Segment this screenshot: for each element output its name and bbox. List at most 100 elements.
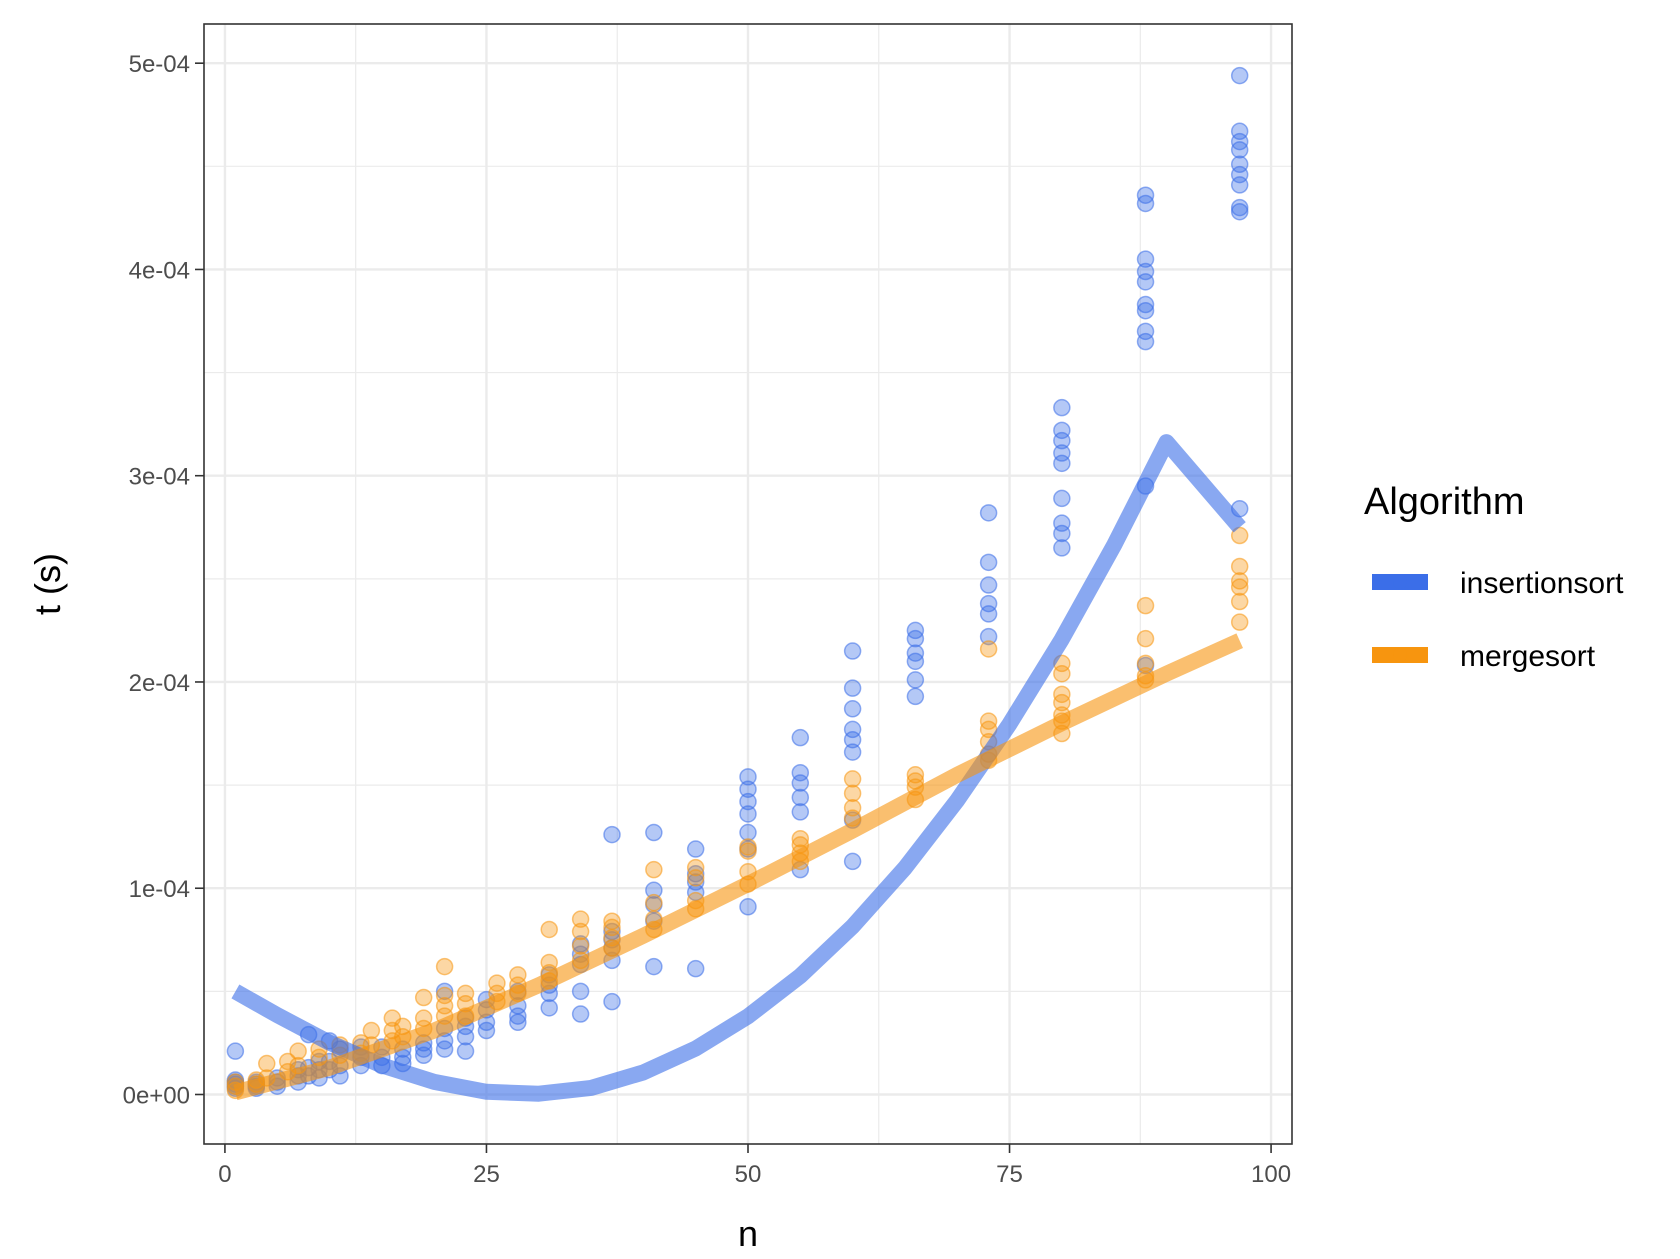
data-point-insertionsort: [1230, 176, 1249, 194]
data-point-insertionsort: [1230, 66, 1249, 85]
data-point-mergesort: [571, 922, 590, 941]
data-point-insertionsort: [739, 823, 757, 842]
data-point-insertionsort: [1053, 489, 1071, 508]
data-point-mergesort: [1136, 629, 1155, 648]
legend-item-mergesort: mergesort: [1372, 640, 1596, 673]
data-point-mergesort: [435, 957, 454, 976]
data-point-insertionsort: [1053, 431, 1071, 450]
data-point-mergesort: [1053, 693, 1071, 712]
data-point-mergesort: [258, 1054, 276, 1073]
y-tick-label: 4e-04: [129, 257, 190, 284]
data-point-insertionsort: [979, 605, 998, 623]
data-point-mergesort: [1230, 526, 1249, 545]
data-point-mergesort: [686, 869, 705, 887]
data-point-insertionsort: [1053, 454, 1071, 473]
y-tick-label: 0e+00: [123, 1082, 190, 1109]
data-point-mergesort: [571, 910, 590, 928]
data-point-mergesort: [979, 640, 998, 658]
data-point-insertionsort: [456, 1027, 475, 1046]
data-point-mergesort: [1230, 613, 1249, 631]
data-point-insertionsort: [477, 1021, 496, 1040]
legend-item-insertionsort: insertionsort: [1372, 567, 1624, 600]
data-point-mergesort: [414, 988, 433, 1007]
data-point-insertionsort: [603, 825, 621, 844]
data-point-insertionsort: [540, 999, 558, 1017]
data-point-mergesort: [362, 1021, 381, 1040]
legend-key-point-insertionsort: [1393, 575, 1407, 589]
y-axis-title: t (s): [27, 553, 68, 615]
data-point-insertionsort: [843, 679, 862, 697]
data-point-mergesort: [1053, 664, 1071, 683]
y-tick-label: 2e-04: [129, 670, 190, 697]
data-point-insertionsort: [571, 1005, 590, 1023]
data-point-mergesort: [289, 1042, 307, 1060]
data-point-insertionsort: [1053, 524, 1071, 543]
data-point-insertionsort: [906, 652, 925, 671]
data-point-insertionsort: [979, 553, 998, 572]
y-tick-label: 1e-04: [129, 876, 190, 903]
data-point-insertionsort: [226, 1042, 245, 1060]
data-point-insertionsort: [739, 780, 757, 798]
x-tick-label: 0: [218, 1161, 231, 1188]
data-point-insertionsort: [979, 627, 998, 646]
legend-title: Algorithm: [1364, 481, 1525, 523]
fit-line-mergesort: [233, 633, 1243, 1101]
data-point-insertionsort: [843, 642, 862, 660]
data-point-insertionsort: [1230, 202, 1249, 221]
data-point-insertionsort: [645, 823, 663, 842]
data-point-insertionsort: [739, 792, 757, 811]
y-tick-label: 5e-04: [129, 51, 190, 78]
data-point-insertionsort: [645, 957, 663, 976]
data-point-insertionsort: [414, 1046, 433, 1065]
data-point-insertionsort: [979, 576, 998, 594]
data-point-insertionsort: [791, 788, 810, 807]
x-axis-title: n: [738, 1213, 758, 1254]
data-point-insertionsort: [571, 982, 590, 1001]
data-point-mergesort: [1230, 557, 1249, 576]
data-point-insertionsort: [1136, 273, 1155, 291]
data-point-insertionsort: [1136, 295, 1155, 314]
data-point-mergesort: [739, 838, 757, 856]
tick-labels: 0 25 50 75 100 0e+00 1e-04 2e-04 3e-04 4e-04 5e-04: [123, 51, 1292, 1188]
data-point-insertionsort: [435, 1040, 454, 1058]
x-tick-label: 50: [735, 1161, 762, 1188]
data-point-mergesort: [1230, 572, 1249, 590]
data-point-insertionsort: [739, 768, 757, 786]
data-point-insertionsort: [906, 629, 925, 648]
legend: Algorithm insertionsort mergesort: [1364, 481, 1624, 673]
series-layer: [226, 66, 1249, 1102]
data-point-insertionsort: [843, 700, 862, 718]
data-point-mergesort: [1230, 592, 1249, 611]
data-point-insertionsort: [843, 730, 862, 749]
data-point-insertionsort: [791, 728, 810, 747]
data-point-insertionsort: [906, 687, 925, 706]
data-point-mergesort: [645, 860, 663, 879]
data-point-mergesort: [906, 766, 925, 784]
data-point-insertionsort: [843, 852, 862, 871]
legend-label-insertionsort: insertionsort: [1460, 567, 1624, 600]
data-point-insertionsort: [509, 1013, 527, 1032]
data-point-insertionsort: [645, 881, 663, 900]
data-point-insertionsort: [686, 840, 705, 858]
data-point-mergesort: [571, 937, 590, 955]
data-point-insertionsort: [739, 898, 757, 916]
data-point-insertionsort: [456, 1042, 475, 1060]
data-point-mergesort: [739, 842, 757, 860]
data-point-insertionsort: [1053, 398, 1071, 417]
data-point-mergesort: [1136, 596, 1155, 615]
axis-ticks: [195, 62, 1272, 1153]
y-tick-label: 3e-04: [129, 464, 190, 491]
data-point-insertionsort: [791, 803, 810, 821]
legend-key-point-mergesort: [1393, 648, 1407, 662]
data-point-insertionsort: [435, 982, 454, 1001]
data-point-insertionsort: [739, 805, 757, 823]
data-point-insertionsort: [1136, 194, 1155, 213]
data-point-mergesort: [1230, 578, 1249, 596]
data-point-insertionsort: [843, 743, 862, 761]
data-point-mergesort: [843, 770, 862, 788]
legend-label-mergesort: mergesort: [1460, 640, 1596, 673]
data-point-insertionsort: [1136, 332, 1155, 351]
data-point-insertionsort: [1136, 301, 1155, 320]
data-point-insertionsort: [979, 504, 998, 522]
